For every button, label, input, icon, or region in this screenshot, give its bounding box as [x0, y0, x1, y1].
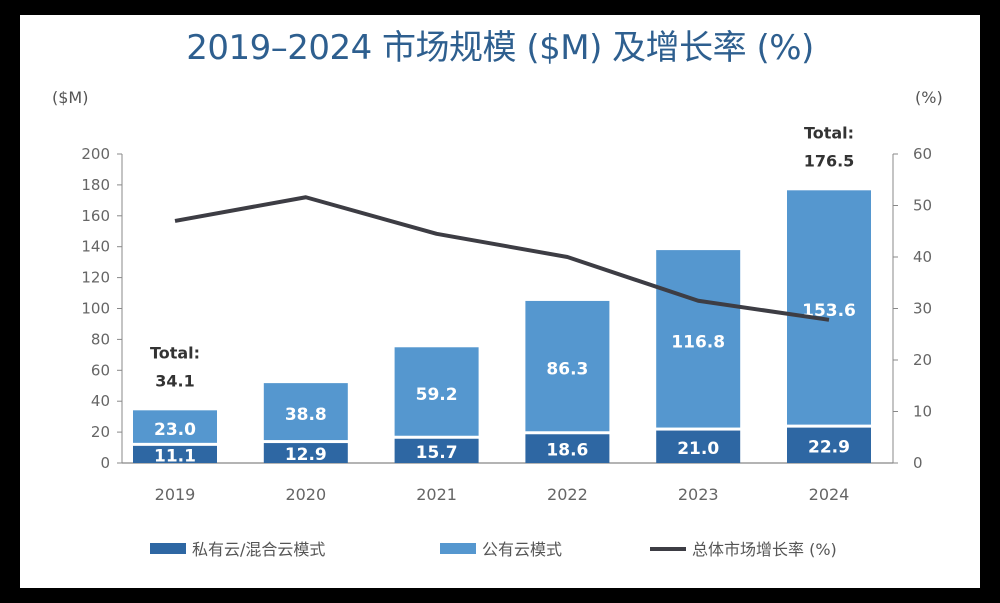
right-tick-label: 30: [913, 300, 932, 318]
total-annotation-label: Total:: [150, 343, 200, 362]
left-tick-label: 80: [91, 330, 110, 348]
bar-label-private-hybrid: 18.6: [546, 441, 588, 461]
right-axis-unit: (%): [915, 88, 943, 107]
bar-label-private-hybrid: 12.9: [285, 445, 327, 465]
bar-label-private-hybrid: 15.7: [416, 443, 458, 463]
bar-label-public: 23.0: [154, 420, 196, 440]
total-annotation-value: 176.5: [804, 151, 855, 170]
bar-private-hybrid: [263, 443, 348, 463]
bar-public: [263, 383, 348, 441]
total-annotation-label: Total:: [804, 123, 854, 142]
bar-public: [787, 190, 871, 425]
legend-swatch: [150, 543, 186, 554]
right-tick-label: 50: [913, 197, 932, 215]
left-tick-label: 100: [81, 300, 110, 318]
total-annotation-value: 34.1: [155, 371, 194, 390]
bar-private-hybrid: [787, 427, 871, 463]
bar-label-public: 38.8: [285, 405, 327, 425]
right-tick-label: 60: [913, 145, 932, 163]
x-tick-label: 2021: [416, 485, 457, 504]
right-tick-label: 10: [913, 403, 932, 421]
chart-title: 2019–2024 市场规模 ($M) 及增长率 (%): [186, 28, 814, 68]
bar-private-hybrid: [394, 438, 479, 463]
legend-swatch: [440, 543, 476, 554]
bar-label-private-hybrid: 21.0: [677, 439, 719, 459]
bar-private-hybrid: [656, 430, 741, 463]
bar-public: [133, 410, 217, 443]
x-tick-label: 2023: [678, 485, 719, 504]
bar-label-public: 116.8: [671, 332, 725, 352]
legend-label: 私有云/混合云模式: [192, 540, 325, 559]
bar-label-private-hybrid: 22.9: [808, 437, 850, 457]
left-tick-label: 180: [81, 176, 110, 194]
legend-label: 总体市场增长率 (%): [692, 540, 837, 559]
x-tick-label: 2022: [547, 485, 588, 504]
right-tick-label: 20: [913, 351, 932, 369]
left-tick-label: 40: [91, 392, 110, 410]
right-tick-label: 0: [913, 454, 923, 472]
legend-label: 公有云模式: [482, 540, 562, 559]
x-tick-label: 2024: [809, 485, 850, 504]
left-tick-label: 120: [81, 269, 110, 287]
bar-label-public: 59.2: [416, 385, 458, 405]
left-tick-label: 60: [91, 361, 110, 379]
left-tick-label: 200: [81, 145, 110, 163]
bar-label-public: 86.3: [546, 360, 588, 380]
left-tick-label: 160: [81, 207, 110, 225]
bar-public: [525, 300, 610, 432]
left-axis-unit: ($M): [52, 88, 88, 107]
growth-rate-line: [174, 195, 830, 322]
bar-label-private-hybrid: 11.1: [154, 446, 196, 466]
x-tick-label: 2020: [285, 485, 326, 504]
bar-public: [656, 250, 741, 428]
right-tick-label: 40: [913, 248, 932, 266]
bar-private-hybrid: [133, 445, 217, 463]
left-tick-label: 0: [100, 454, 110, 472]
bar-public: [394, 347, 479, 436]
left-tick-label: 20: [91, 423, 110, 441]
bar-private-hybrid: [525, 434, 610, 463]
x-tick-label: 2019: [155, 485, 196, 504]
left-tick-label: 140: [81, 238, 110, 256]
